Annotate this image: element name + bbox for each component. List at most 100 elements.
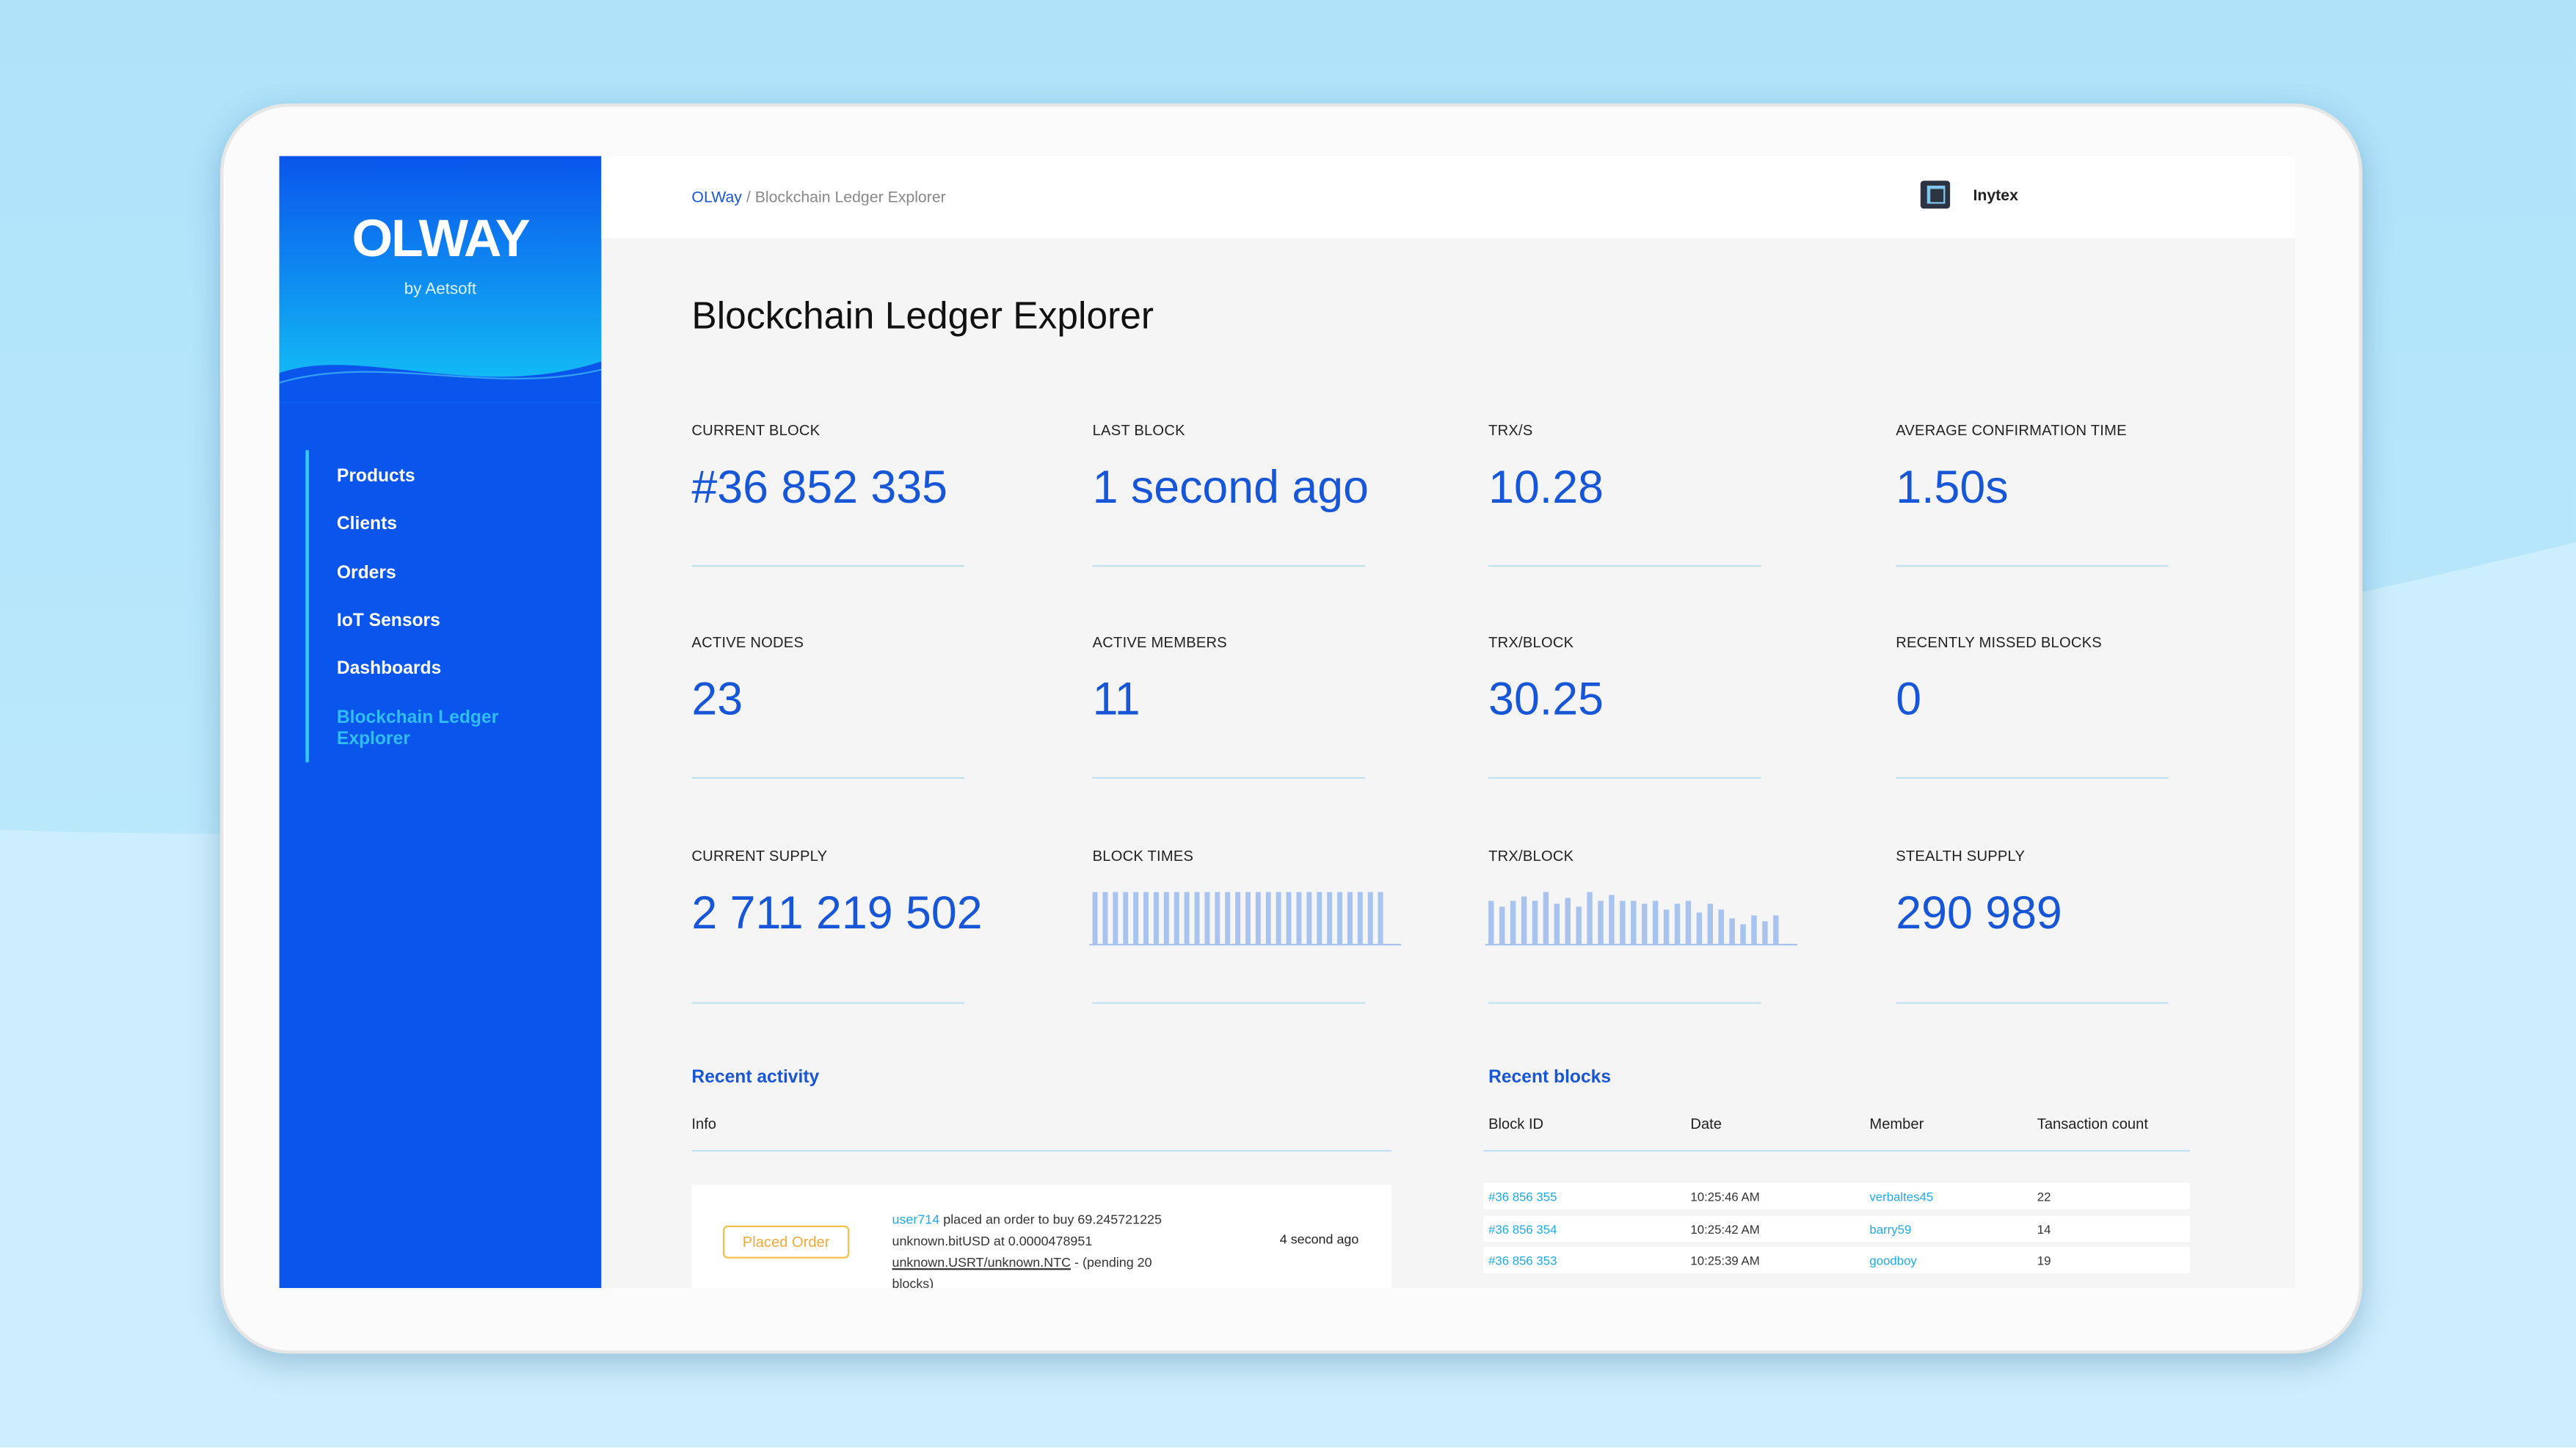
spark-bar [1296, 892, 1302, 945]
spark-bar [1576, 906, 1582, 945]
table-cell[interactable]: #36 856 353 [1488, 1254, 1557, 1269]
nav-item[interactable]: Blockchain Ledger Explorer [336, 707, 499, 749]
table-cell[interactable]: #36 856 354 [1488, 1221, 1557, 1237]
spark-bar [1521, 896, 1527, 945]
stat-value: 2 711 219 502 [691, 887, 983, 939]
stat-underline [1092, 565, 1366, 567]
breadcrumb-current: Blockchain Ledger Explorer [754, 189, 946, 208]
spark-bar [1133, 892, 1139, 945]
user-name[interactable]: Inytex [1973, 187, 2018, 205]
tagline: by Aetsoft [404, 280, 477, 299]
table-cell: 14 [2037, 1221, 2051, 1237]
nav-item[interactable]: Products [336, 466, 415, 487]
spark-bar [1123, 892, 1129, 945]
table-cell[interactable]: barry59 [1869, 1221, 1912, 1237]
stat-value: #36 852 335 [691, 462, 947, 513]
stat-label: TRX/BLOCK [1488, 848, 1574, 865]
logo: OLWAY [352, 208, 530, 268]
nav-item[interactable]: Orders [336, 563, 396, 583]
stat-value: 23 [691, 673, 743, 725]
stat-value: 11 [1092, 673, 1140, 725]
table-cell[interactable]: #36 856 355 [1488, 1189, 1557, 1204]
stat-underline [1488, 1002, 1761, 1004]
header-divider [691, 1149, 1392, 1152]
spark-bar [1510, 901, 1516, 945]
stat-label: AVERAGE CONFIRMATION TIME [1896, 422, 2127, 439]
stat-value: 1.50s [1896, 462, 2009, 513]
spark-bar [1685, 901, 1692, 945]
spark-bar [1327, 892, 1333, 945]
table-cell: 10:25:39 AM [1690, 1254, 1760, 1269]
spark-bar [1751, 915, 1757, 945]
stat-underline [1488, 776, 1761, 779]
spark-bar [1642, 903, 1648, 945]
spark-bar [1532, 901, 1538, 945]
spark-bar [1092, 892, 1098, 945]
spark-bar [1337, 892, 1343, 945]
spark-bar [1113, 892, 1118, 945]
breadcrumb-sep: / [746, 189, 751, 208]
activity-desc: placed an order to buy 69.245721225 unkn… [892, 1212, 1162, 1249]
table-cell: 10:25:46 AM [1690, 1189, 1760, 1204]
stat-underline [691, 1002, 964, 1004]
column-header: Block ID [1488, 1115, 1544, 1132]
spark-bar [1204, 892, 1210, 945]
section-title: Recent activity [691, 1068, 820, 1088]
spark-bar [1276, 892, 1281, 945]
spark-bar [1194, 892, 1200, 945]
stat-value: 30.25 [1488, 673, 1604, 725]
spark-bar [1587, 892, 1593, 945]
stat-label: STEALTH SUPPLY [1896, 848, 2026, 865]
column-header: Info [691, 1115, 717, 1132]
stat-underline [1092, 1002, 1366, 1004]
activity-card: Placed Order user714 placed an order to b… [691, 1184, 1392, 1288]
nav-item[interactable]: Clients [336, 514, 398, 534]
stat-underline [1092, 776, 1366, 779]
spark-bar [1631, 901, 1637, 945]
stat-label: LAST BLOCK [1092, 422, 1185, 439]
table-cell[interactable]: verbaltes45 [1869, 1189, 1934, 1204]
spark-bar [1554, 903, 1560, 945]
user-link[interactable]: user714 [892, 1212, 940, 1228]
spark-bar [1235, 892, 1241, 945]
spark-bar [1543, 892, 1549, 945]
nav-item[interactable]: IoT Sensors [336, 611, 440, 631]
table-row [1483, 1215, 2190, 1242]
stat-label: CURRENT SUPPLY [691, 848, 828, 865]
spark-bar [1357, 892, 1363, 945]
spark-bar [1265, 892, 1271, 945]
spark-bar [1729, 918, 1735, 945]
breadcrumb: OLWay / Blockchain Ledger Explorer [691, 189, 945, 207]
nav-item[interactable]: Dashboards [336, 658, 442, 679]
spark-bar [1255, 892, 1261, 945]
pair-link[interactable]: unknown.USRT/unknown.NTC [892, 1255, 1071, 1270]
sidebar-wave [279, 156, 602, 403]
spark-bar [1565, 898, 1571, 945]
spark-bar [1762, 921, 1768, 945]
spark-bar [1215, 892, 1220, 945]
avatar[interactable] [1919, 179, 1955, 212]
spark-bar [1707, 903, 1714, 945]
spark-bar [1153, 892, 1159, 945]
spark-bar [1102, 892, 1108, 945]
table-cell[interactable]: goodboy [1869, 1254, 1917, 1269]
spark-bar [1652, 901, 1659, 945]
spark-bar [1225, 892, 1231, 945]
spark-bar [1367, 892, 1373, 945]
stat-label: BLOCK TIMES [1092, 848, 1194, 865]
stat-label: RECENTLY MISSED BLOCKS [1896, 634, 2102, 651]
status-badge: Placed Order [722, 1225, 850, 1259]
stat-value: 0 [1896, 673, 1922, 725]
top-bar: OLWay / Blockchain Ledger Explorer Inyte… [601, 156, 2296, 239]
table-row [1483, 1247, 2190, 1274]
stat-value: 290 989 [1896, 887, 2062, 939]
activity-time: 4 second ago [1279, 1231, 1359, 1248]
screen: OLWAY by Aetsoft Products Clients Orders Io… [279, 156, 2296, 1288]
stat-underline [691, 776, 964, 779]
breadcrumb-root[interactable]: OLWay [691, 189, 742, 208]
stat-label: CURRENT BLOCK [691, 422, 821, 439]
spark-bar [1143, 892, 1149, 945]
activity-note: - (pending 20 blocks) [892, 1255, 1152, 1288]
stat-label: TRX/S [1488, 422, 1533, 439]
